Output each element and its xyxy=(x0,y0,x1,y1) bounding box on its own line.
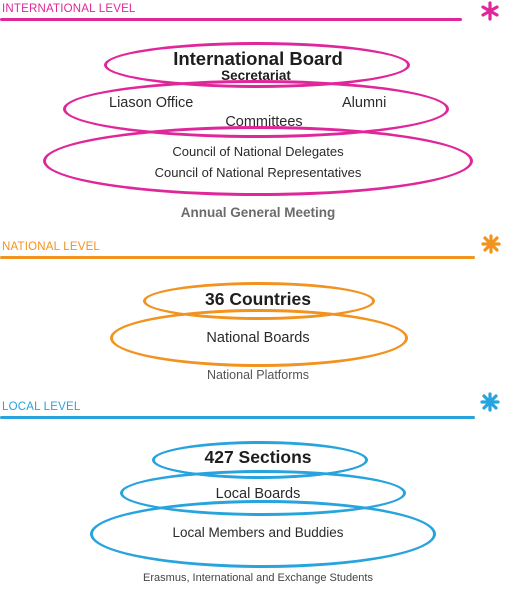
local-asterisk-icon xyxy=(480,392,500,412)
local-divider xyxy=(0,416,475,419)
international-level-header: INTERNATIONAL LEVEL xyxy=(0,0,525,22)
council-delegates-label: Council of National Delegates xyxy=(172,144,344,159)
committees-label: Committees xyxy=(225,114,303,130)
local-level-title: LOCAL LEVEL xyxy=(2,401,81,413)
international-level-title: INTERNATIONAL LEVEL xyxy=(2,3,136,15)
alumni-label: Alumni xyxy=(342,95,387,111)
national-boards-label: National Boards xyxy=(206,330,310,346)
national-divider xyxy=(0,256,475,259)
international-board-ellipse xyxy=(104,42,410,88)
sections-ellipse xyxy=(152,441,368,479)
annual-general-meeting-label: Annual General Meeting xyxy=(180,205,336,220)
international-board-label: International Board xyxy=(173,48,343,69)
international-divider xyxy=(0,18,462,21)
local-level-header: LOCAL LEVEL xyxy=(0,398,525,420)
national-asterisk-icon xyxy=(481,234,501,254)
sections-label: 427 Sections xyxy=(204,447,312,467)
local-members-label: Local Members and Buddies xyxy=(172,525,344,540)
local-boards-label: Local Boards xyxy=(215,486,301,502)
national-level-title: NATIONAL LEVEL xyxy=(2,241,101,253)
secretariat-label: Secretariat xyxy=(221,68,291,83)
international-asterisk-icon xyxy=(480,1,500,21)
national-level-header: NATIONAL LEVEL xyxy=(0,238,525,260)
countries-label: 36 Countries xyxy=(205,289,311,309)
national-platforms-label: National Platforms xyxy=(206,368,310,382)
countries-ellipse xyxy=(143,282,375,320)
exchange-students-label: Erasmus, International and Exchange Stud… xyxy=(143,572,373,584)
liason-office-label: Liason Office xyxy=(109,95,194,111)
council-representatives-label: Council of National Representatives xyxy=(154,165,362,180)
